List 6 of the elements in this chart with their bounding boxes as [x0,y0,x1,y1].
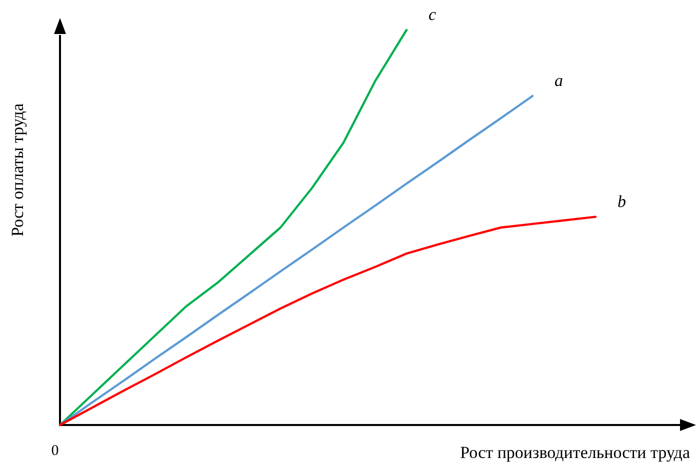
series-label: c [428,5,436,24]
series-label: a [554,70,563,90]
y-axis-title: Рост оплаты труда [8,103,27,237]
text: 0 [51,443,59,459]
x-axis-title: Рост производительности труда [460,443,690,462]
series-label: b [618,192,626,211]
